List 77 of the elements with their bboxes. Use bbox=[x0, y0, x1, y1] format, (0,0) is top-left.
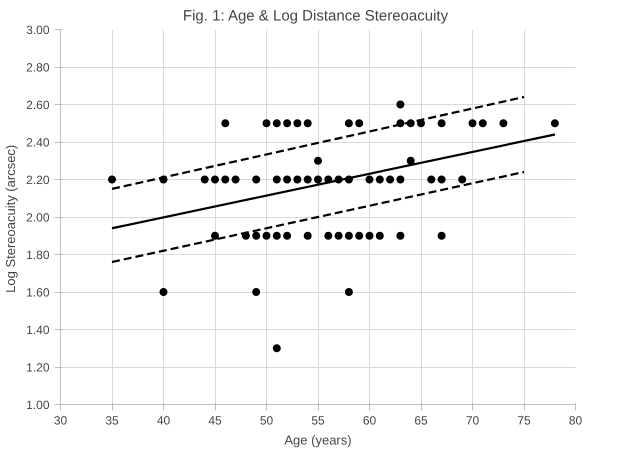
point bbox=[252, 176, 260, 184]
point bbox=[366, 232, 374, 240]
point bbox=[550, 119, 559, 128]
point bbox=[334, 232, 343, 240]
y-tick-label: 2.80 bbox=[26, 60, 50, 74]
point bbox=[314, 176, 322, 184]
point bbox=[262, 232, 270, 240]
point bbox=[438, 119, 446, 128]
x-axis-title: Age (years) bbox=[284, 432, 352, 448]
y-tick-label: 1.60 bbox=[26, 286, 50, 300]
point bbox=[304, 119, 312, 128]
x-tick-label: 65 bbox=[414, 414, 428, 428]
point bbox=[386, 176, 394, 184]
point bbox=[221, 119, 230, 128]
y-tick-label: 2.20 bbox=[26, 173, 50, 187]
point bbox=[438, 176, 446, 184]
y-tick-label: 2.60 bbox=[26, 98, 50, 112]
point bbox=[272, 232, 281, 240]
point bbox=[344, 288, 353, 296]
point bbox=[344, 119, 353, 128]
point bbox=[478, 119, 487, 128]
point bbox=[211, 176, 219, 184]
point bbox=[499, 119, 508, 128]
point bbox=[252, 288, 260, 296]
point bbox=[108, 176, 116, 184]
point bbox=[283, 232, 292, 240]
point bbox=[160, 288, 168, 296]
point bbox=[293, 176, 302, 184]
y-tick-label: 1.80 bbox=[26, 248, 50, 262]
point bbox=[438, 232, 446, 240]
point bbox=[221, 176, 230, 184]
point bbox=[366, 176, 374, 184]
point bbox=[283, 176, 292, 184]
point bbox=[262, 119, 270, 128]
point bbox=[314, 156, 322, 165]
point bbox=[376, 176, 384, 184]
x-tick-label: 45 bbox=[208, 414, 222, 428]
point bbox=[200, 176, 209, 184]
x-tick-label: 55 bbox=[311, 414, 325, 428]
point bbox=[355, 232, 364, 240]
y-tick-label: 1.40 bbox=[26, 323, 50, 337]
y-tick-label: 3.00 bbox=[26, 23, 50, 37]
chart-title: Fig. 1: Age & Log Distance Stereoacuity bbox=[182, 8, 449, 24]
y-tick-label: 2.00 bbox=[26, 210, 50, 224]
point bbox=[283, 119, 292, 128]
x-tick-label: 70 bbox=[466, 414, 480, 428]
point bbox=[427, 176, 436, 184]
x-tick-label: 50 bbox=[260, 414, 274, 428]
point bbox=[406, 156, 415, 165]
point bbox=[355, 119, 364, 128]
point bbox=[376, 232, 384, 240]
y-tick-label: 2.40 bbox=[26, 136, 50, 150]
y-tick-label: 1.00 bbox=[26, 398, 50, 412]
point bbox=[458, 176, 466, 184]
point bbox=[396, 176, 404, 184]
point bbox=[344, 232, 353, 240]
x-tick-label: 40 bbox=[156, 414, 170, 428]
point bbox=[293, 119, 302, 128]
point bbox=[211, 232, 219, 240]
point bbox=[396, 232, 404, 240]
x-tick-label: 35 bbox=[105, 414, 119, 428]
x-tick-label: 75 bbox=[517, 414, 531, 428]
point bbox=[232, 176, 240, 184]
x-tick-label: 80 bbox=[568, 414, 582, 428]
point bbox=[252, 232, 260, 240]
point bbox=[272, 119, 281, 128]
x-tick-label: 60 bbox=[362, 414, 376, 428]
x-tick-label: 30 bbox=[54, 414, 68, 428]
point bbox=[468, 119, 476, 128]
point bbox=[272, 176, 281, 184]
point bbox=[272, 344, 281, 352]
point bbox=[304, 176, 312, 184]
point bbox=[324, 232, 332, 240]
point bbox=[304, 232, 312, 240]
point bbox=[396, 100, 404, 108]
y-tick-label: 1.20 bbox=[26, 360, 50, 374]
y-axis-title: Log Stereoacuity (arcsec) bbox=[3, 144, 18, 293]
